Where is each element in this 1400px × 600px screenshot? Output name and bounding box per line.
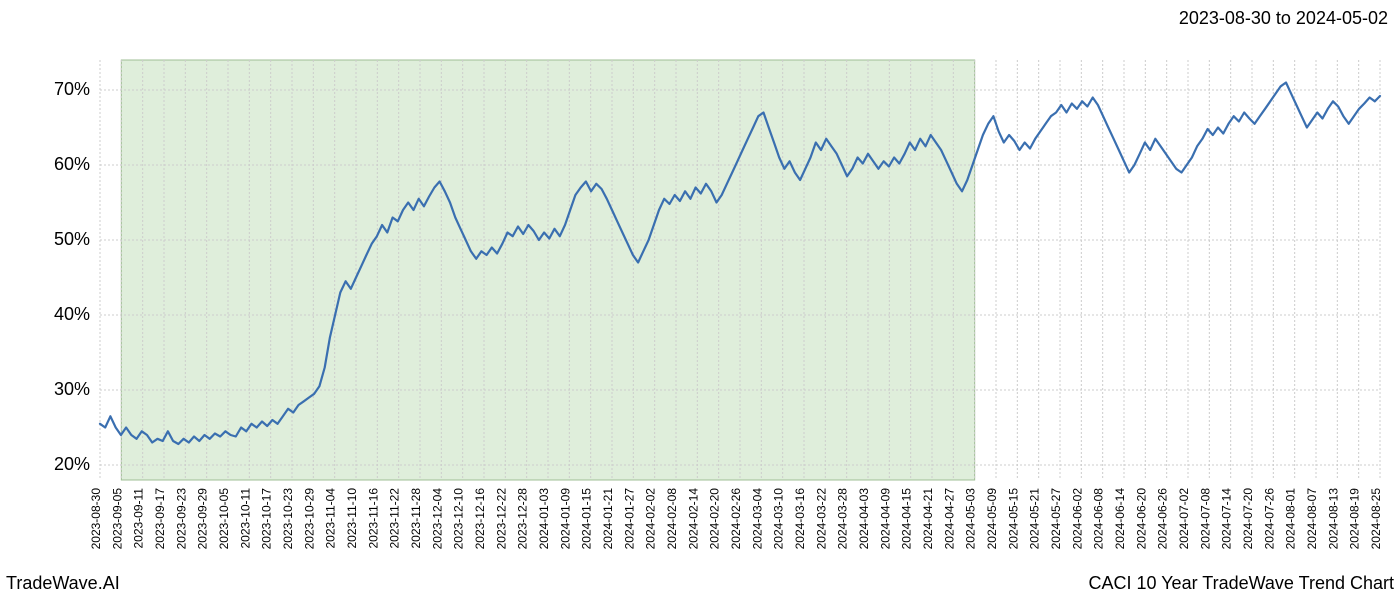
x-tick-label: 2023-10-05	[217, 488, 231, 550]
x-tick-label: 2024-01-15	[580, 488, 594, 550]
x-tick-label: 2024-01-09	[558, 488, 572, 550]
x-tick-label: 2023-11-22	[388, 488, 402, 549]
x-tick-label: 2024-08-19	[1348, 488, 1362, 550]
x-tick-label: 2024-05-27	[1049, 488, 1063, 550]
x-tick-label: 2024-06-08	[1092, 488, 1106, 550]
x-tick-label: 2024-06-26	[1156, 488, 1170, 550]
x-tick-label: 2024-08-01	[1284, 488, 1298, 550]
x-tick-label: 2024-04-03	[857, 488, 871, 550]
x-tick-label: 2023-12-04	[430, 488, 444, 550]
trend-chart: 20% 30% 40% 50% 60% 70% 2023-08-30 2023-09-05 20…	[0, 0, 1400, 600]
x-tick-label: 2024-06-14	[1113, 488, 1127, 550]
x-tick-label: 2024-04-27	[942, 488, 956, 550]
x-tick-label: 2023-10-17	[260, 488, 274, 550]
x-tick-label: 2023-10-11	[238, 488, 252, 549]
x-tick-label: 2024-02-26	[729, 488, 743, 550]
x-tick-label: 2023-11-16	[366, 488, 380, 549]
x-tick-label: 2024-07-20	[1241, 488, 1255, 550]
x-tick-label: 2024-03-10	[772, 488, 786, 550]
x-tick-label: 2024-03-16	[793, 488, 807, 550]
x-tick-label: 2024-03-28	[836, 488, 850, 550]
x-tick-label: 2024-06-20	[1134, 488, 1148, 550]
x-tick-label: 2023-10-23	[281, 488, 295, 550]
x-tick-label: 2023-09-11	[132, 488, 146, 549]
date-range-label: 2023-08-30 to 2024-05-02	[1179, 8, 1388, 29]
x-tick-label: 2024-02-20	[708, 488, 722, 550]
x-tick-label: 2023-11-28	[409, 488, 423, 549]
chart-title-label: CACI 10 Year TradeWave Trend Chart	[1089, 573, 1395, 594]
x-tick-label: 2023-09-29	[196, 488, 210, 550]
x-tick-label: 2024-05-03	[964, 488, 978, 550]
x-tick-label: 2024-01-27	[622, 488, 636, 550]
x-tick-label: 2024-07-26	[1262, 488, 1276, 550]
y-tick-label: 20%	[54, 454, 90, 474]
y-tick-label: 30%	[54, 379, 90, 399]
x-tick-label: 2024-05-15	[1006, 488, 1020, 550]
x-tick-label: 2024-08-07	[1305, 488, 1319, 550]
x-tick-label: 2024-01-21	[601, 488, 615, 550]
x-tick-label: 2024-02-02	[644, 488, 658, 550]
x-tick-label: 2023-09-17	[153, 488, 167, 550]
y-tick-label: 70%	[54, 79, 90, 99]
x-tick-label: 2024-07-02	[1177, 488, 1191, 550]
x-tick-label: 2024-08-13	[1326, 488, 1340, 550]
x-tick-label: 2024-07-08	[1198, 488, 1212, 550]
x-tick-label: 2024-05-09	[985, 488, 999, 550]
x-tick-label: 2024-04-09	[878, 488, 892, 550]
x-tick-label: 2023-08-30	[89, 488, 103, 550]
x-tick-label: 2023-12-28	[516, 488, 530, 550]
x-tick-label: 2024-05-21	[1028, 488, 1042, 550]
x-tick-label: 2024-04-21	[921, 488, 935, 550]
y-tick-label: 60%	[54, 154, 90, 174]
x-tick-label: 2024-07-14	[1220, 488, 1234, 550]
x-tick-label: 2024-03-04	[750, 488, 764, 550]
x-tick-label: 2023-12-16	[473, 488, 487, 550]
x-tick-label: 2024-08-25	[1369, 488, 1383, 550]
x-tick-label: 2024-03-22	[814, 488, 828, 550]
x-tick-label: 2023-12-10	[452, 488, 466, 550]
x-tick-label: 2024-02-14	[686, 488, 700, 550]
x-tick-label: 2023-09-23	[174, 488, 188, 550]
x-tick-label: 2023-10-29	[302, 488, 316, 550]
x-tick-label: 2024-02-08	[665, 488, 679, 550]
brand-label: TradeWave.AI	[6, 573, 120, 594]
x-tick-label: 2024-04-15	[900, 488, 914, 550]
y-tick-label: 40%	[54, 304, 90, 324]
x-tick-label: 2024-01-03	[537, 488, 551, 550]
x-tick-label: 2023-09-05	[110, 488, 124, 550]
x-tick-label: 2023-12-22	[494, 488, 508, 550]
x-tick-label: 2024-06-02	[1070, 488, 1084, 550]
x-tick-label: 2023-11-04	[324, 488, 338, 549]
x-tick-label: 2023-11-10	[345, 488, 359, 549]
y-tick-label: 50%	[54, 229, 90, 249]
